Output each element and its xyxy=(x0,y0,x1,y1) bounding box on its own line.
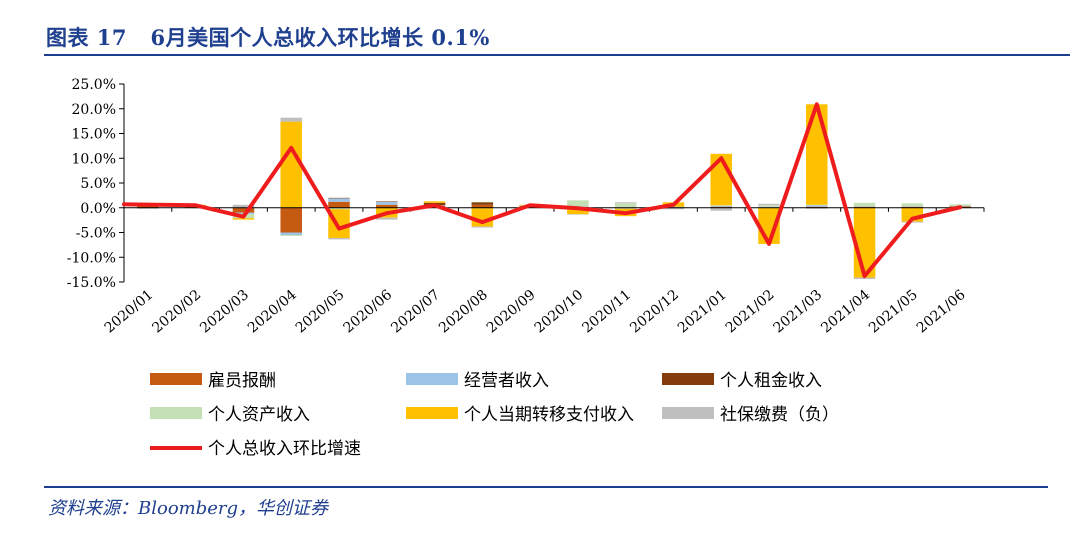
legend-swatch xyxy=(406,373,458,385)
x-tick-label: 2020/06 xyxy=(341,287,396,337)
x-tick-label: 2020/05 xyxy=(293,287,348,337)
y-tick-label: 20.0% xyxy=(72,102,116,118)
bar-segment xyxy=(328,201,350,208)
bar-segment xyxy=(376,204,398,208)
bar-segment xyxy=(614,202,637,204)
bar-segment xyxy=(328,237,350,240)
bar-segment xyxy=(710,205,732,206)
bar-segment xyxy=(567,200,589,207)
x-tick-label: 2021/02 xyxy=(723,287,778,337)
bar-segment xyxy=(328,198,350,202)
bar-segment xyxy=(232,207,255,213)
legend-swatch xyxy=(662,407,714,419)
bar-segment xyxy=(280,121,302,208)
legend-swatch xyxy=(662,373,714,385)
bar-segment xyxy=(901,203,924,207)
x-tick-label: 2020/01 xyxy=(102,287,157,337)
bar-segment xyxy=(423,201,446,203)
header-rule xyxy=(44,54,1070,56)
bar-segment xyxy=(328,207,350,210)
bar-segment xyxy=(853,277,876,280)
bar-segment xyxy=(710,205,732,207)
legend-label: 雇员报酬 xyxy=(208,371,276,391)
x-tick-label: 2021/05 xyxy=(866,287,921,337)
bar-segment xyxy=(614,208,637,209)
bar-segment xyxy=(280,232,302,235)
bar-segment xyxy=(901,206,924,207)
x-tick-label: 2020/03 xyxy=(197,287,252,337)
bar-segment xyxy=(806,204,828,206)
bar-segment xyxy=(710,207,732,211)
bar-segment xyxy=(376,201,398,202)
y-tick-label: -15.0% xyxy=(67,275,116,291)
bar-segment xyxy=(853,206,876,207)
bar-segment xyxy=(376,201,398,205)
chart: -15.0% -10.0% -5.0% 0.0% 5.0% 10.0% 15.0% 20.0%… xyxy=(67,77,985,459)
y-tick-label: -10.0% xyxy=(67,250,116,266)
y-tick-label: 15.0% xyxy=(72,127,116,143)
x-tick-label: 2021/01 xyxy=(675,287,730,337)
bar-segment xyxy=(280,207,302,233)
y-tick-label: 5.0% xyxy=(80,176,116,192)
x-tick-label: 2020/10 xyxy=(532,287,587,337)
bar-segment xyxy=(232,204,255,208)
y-tick-label: 0.0% xyxy=(80,201,116,217)
figure-title: 图表 17 6月美国个人总收入环比增长 0.1% xyxy=(46,25,490,50)
bar-segment xyxy=(758,203,780,206)
bar-segment xyxy=(328,197,350,199)
legend-label: 个人当期转移支付收入 xyxy=(464,405,634,425)
bar-segment xyxy=(614,203,637,208)
y-tick-label: -5.0% xyxy=(76,226,116,242)
x-tick-label: 2021/03 xyxy=(771,287,826,337)
legend-swatch xyxy=(150,373,202,385)
x-tick-label: 2020/02 xyxy=(149,287,204,337)
footer-rule xyxy=(44,486,1048,488)
bar-segment xyxy=(853,202,876,207)
report-header: 图表 17 6月美国个人总收入环比增长 0.1% xyxy=(26,8,1070,56)
legend-label: 经营者收入 xyxy=(464,371,549,391)
legend-label: 个人资产收入 xyxy=(208,405,310,425)
bar-segment xyxy=(662,207,685,210)
legend-label: 社保缴费（负） xyxy=(720,405,839,425)
bar-segment xyxy=(376,217,398,220)
bar-segment xyxy=(758,206,780,208)
y-tick-label: 25.0% xyxy=(72,77,116,93)
legend-swatch xyxy=(150,407,202,419)
legend-label: 个人总收入环比增速 xyxy=(208,439,361,459)
y-tick-label: 10.0% xyxy=(72,151,116,167)
bar-segment xyxy=(567,214,589,215)
x-tick-label: 2020/04 xyxy=(245,287,300,337)
total-income-line xyxy=(122,102,963,279)
legend-swatch xyxy=(406,407,458,419)
bar-segment xyxy=(901,221,924,223)
legend-label: 个人租金收入 xyxy=(720,371,822,391)
bar-segment xyxy=(949,204,971,206)
source-note: 资料来源：Bloomberg，华创证券 xyxy=(48,498,329,519)
x-tick-label: 2020/09 xyxy=(484,287,539,337)
x-tick-label: 2020/12 xyxy=(627,287,682,337)
bar-segment xyxy=(280,117,302,122)
bar-segment xyxy=(137,206,159,208)
bar-segment xyxy=(471,201,494,203)
x-tick-label: 2020/11 xyxy=(579,287,634,337)
bar-segment xyxy=(806,104,828,205)
bar-segment xyxy=(662,206,685,208)
bar-segment xyxy=(232,218,255,220)
x-tick-label: 2020/08 xyxy=(436,287,491,337)
bar-segment xyxy=(567,207,589,215)
bar-segment xyxy=(471,226,494,228)
bar-segment xyxy=(471,202,494,205)
bar-segment xyxy=(280,234,302,236)
bar-segment xyxy=(806,205,828,207)
bar-segment xyxy=(471,204,494,208)
bar-segment xyxy=(758,205,780,207)
x-tick-label: 2020/07 xyxy=(388,287,443,337)
x-tick-label: 2021/04 xyxy=(818,287,873,337)
x-tick-label: 2021/06 xyxy=(914,287,969,337)
